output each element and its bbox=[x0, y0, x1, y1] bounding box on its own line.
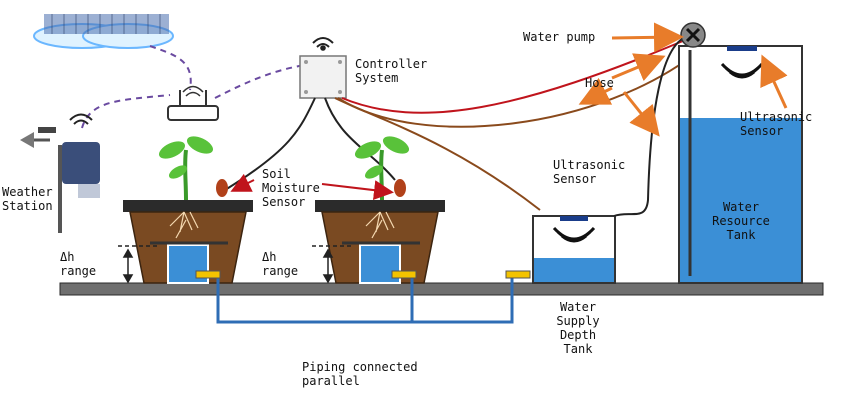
label-water-pump: Water pump bbox=[523, 30, 596, 44]
red-arrows bbox=[230, 173, 394, 201]
label-water-resource-tank: Water Resource Tank bbox=[712, 200, 770, 242]
router-icon bbox=[167, 85, 219, 121]
wireless-links bbox=[81, 45, 306, 129]
plant-icon bbox=[158, 136, 214, 201]
water-resource-tank bbox=[678, 45, 803, 284]
valves bbox=[195, 270, 531, 279]
delta-h-markers bbox=[118, 245, 352, 284]
label-hose: Hose bbox=[585, 76, 614, 90]
label-weather-station: Weather Station bbox=[2, 185, 53, 213]
label-piping-connected-parallel: Piping connected parallel bbox=[302, 360, 418, 388]
label-ultrasonic-sensor-small: Ultrasonic Sensor bbox=[553, 158, 626, 186]
orange-arrows bbox=[578, 22, 788, 137]
label-delta-h-range-left: Δh range bbox=[60, 250, 97, 278]
controller-box-icon bbox=[299, 37, 347, 99]
cloud-icon bbox=[33, 14, 174, 49]
label-delta-h-range-mid: Δh range bbox=[262, 250, 299, 278]
piping bbox=[216, 278, 514, 324]
label-water-supply-depth-tank: Water Supply Depth Tank bbox=[556, 300, 600, 356]
label-soil-moisture-sensor: Soil Moisture Sensor bbox=[262, 167, 320, 209]
weather-station-icon bbox=[20, 113, 100, 233]
wifi-icon bbox=[312, 37, 334, 51]
label-controller-system: Controller System bbox=[355, 57, 428, 85]
moisture-probe-icon bbox=[216, 179, 406, 197]
ultrasonic-wave-icon bbox=[720, 62, 764, 79]
ultrasonic-wave-icon bbox=[552, 226, 596, 243]
label-ultrasonic-sensor-large: Ultrasonic Sensor bbox=[740, 110, 813, 138]
pump-icon bbox=[680, 22, 706, 48]
plant-pot-2 bbox=[315, 200, 445, 284]
water-supply-depth-tank bbox=[532, 215, 616, 284]
plant-pot-1 bbox=[123, 200, 253, 284]
ground-line bbox=[59, 282, 824, 296]
